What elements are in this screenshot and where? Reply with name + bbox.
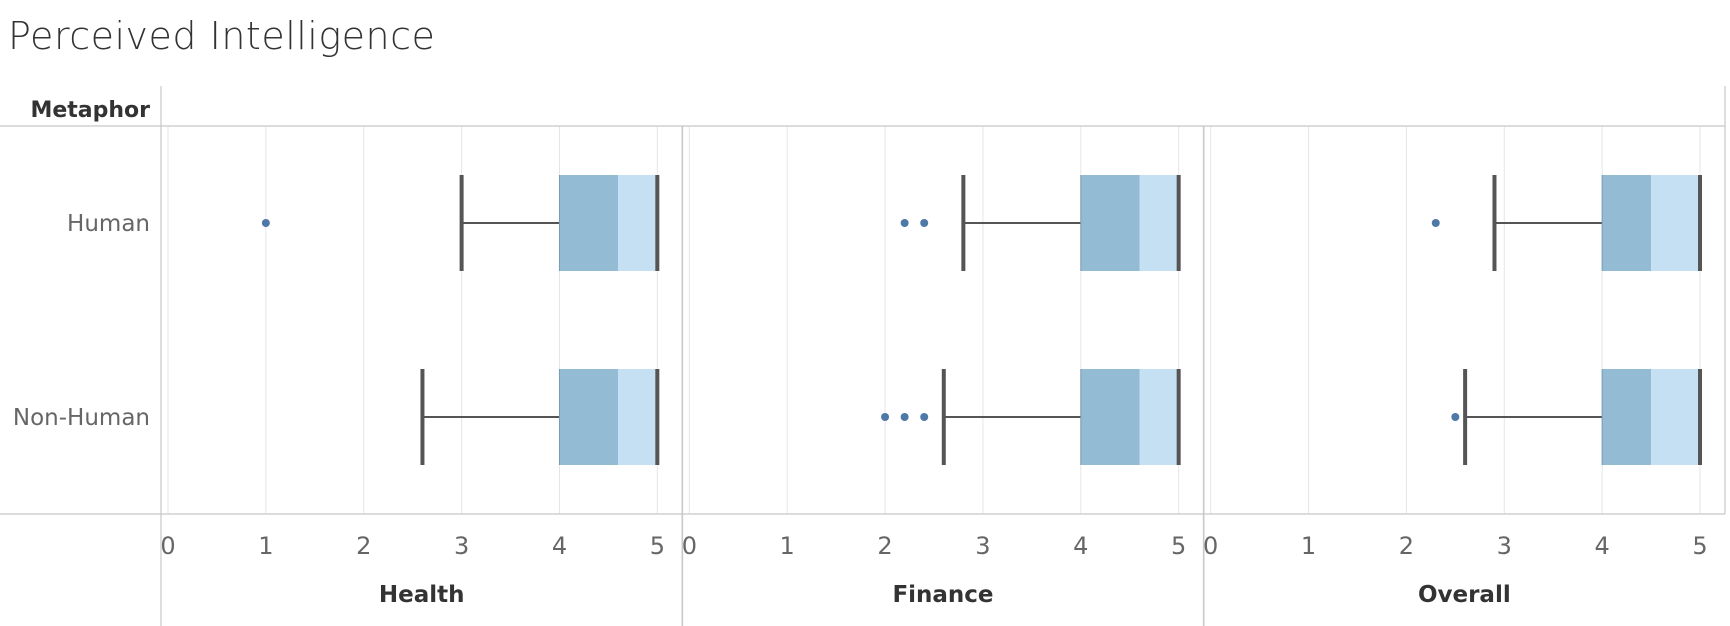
- x-tick-label: 3: [975, 532, 990, 560]
- row-label: Human: [67, 211, 150, 237]
- outlier-point: [1431, 219, 1440, 227]
- x-tick-label: 1: [1301, 532, 1316, 560]
- box-upper: [1139, 369, 1179, 465]
- row-header-label: Metaphor: [30, 98, 150, 123]
- outlier-point: [261, 219, 270, 227]
- outlier-point: [920, 413, 929, 421]
- panel-label: Finance: [892, 582, 993, 608]
- outlier-point: [1451, 413, 1460, 421]
- x-tick-label: 5: [1171, 532, 1186, 560]
- x-tick-label: 0: [1203, 532, 1218, 560]
- box-lower: [559, 175, 619, 271]
- x-tick-label: 0: [682, 532, 697, 560]
- x-tick-label: 5: [650, 532, 665, 560]
- x-tick-label: 1: [780, 532, 795, 560]
- panel-label: Health: [379, 582, 465, 608]
- x-tick-label: 3: [1497, 532, 1512, 560]
- x-tick-label: 2: [356, 532, 371, 560]
- box-upper: [618, 369, 658, 465]
- box-lower: [1602, 369, 1652, 465]
- x-tick-label: 4: [1594, 532, 1609, 560]
- x-tick-label: 1: [258, 532, 273, 560]
- chart-title: Perceived Intelligence: [8, 14, 436, 58]
- row-label: Non-Human: [13, 405, 150, 431]
- outlier-point: [881, 413, 890, 421]
- x-tick-label: 3: [454, 532, 469, 560]
- x-tick-label: 2: [1399, 532, 1414, 560]
- x-tick-label: 2: [877, 532, 892, 560]
- outlier-point: [900, 413, 909, 421]
- box-upper: [1651, 369, 1700, 465]
- x-tick-label: 5: [1692, 532, 1707, 560]
- box-upper: [1139, 175, 1179, 271]
- x-tick-label: 4: [552, 532, 567, 560]
- box-lower: [1080, 175, 1140, 271]
- box-upper: [618, 175, 658, 271]
- x-tick-label: 4: [1073, 532, 1088, 560]
- outlier-point: [900, 219, 909, 227]
- box-lower: [559, 369, 619, 465]
- box-upper: [1651, 175, 1700, 271]
- outlier-point: [920, 219, 929, 227]
- panel-label: Overall: [1418, 582, 1511, 608]
- x-tick-label: 0: [160, 532, 175, 560]
- box-lower: [1080, 369, 1140, 465]
- box-lower: [1602, 175, 1652, 271]
